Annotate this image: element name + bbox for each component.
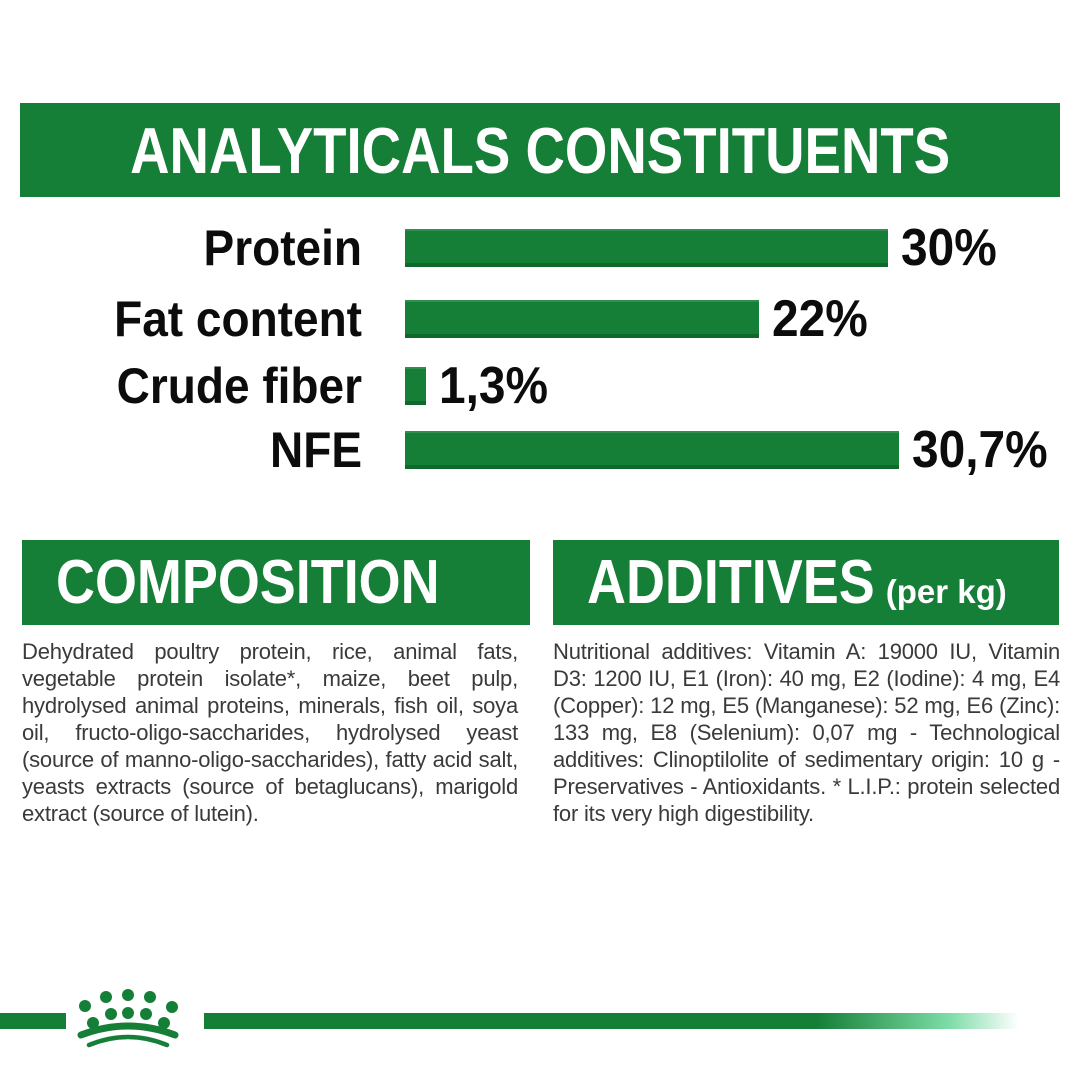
analyticals-header-banner: ANALYTICALS CONSTITUENTS	[20, 103, 1060, 197]
nfe-bar	[405, 431, 899, 469]
royal-canin-crown-icon	[77, 989, 179, 1048]
bar-line: 30,7%	[405, 421, 1059, 479]
bar-line: 1,3%	[405, 357, 558, 415]
composition-paragraph: Dehydrated poultry protein, rice, animal…	[22, 639, 518, 826]
composition-banner-inner: COMPOSITION	[56, 547, 497, 618]
chart-category-label: Protein	[203, 220, 362, 276]
chart-row-crude-fiber: Crude fiber 1,3%	[0, 357, 1080, 415]
chart-value-label: 1,3%	[439, 357, 549, 415]
crude-fiber-bar	[405, 367, 426, 405]
additives-paragraph: Nutritional additives: Vitamin A: 19000 …	[553, 639, 1060, 826]
chart-row-protein: Protein 30%	[0, 219, 1080, 277]
chart-category-label: Fat content	[114, 291, 362, 347]
footer-stripe-right	[204, 1013, 1080, 1029]
chart-value-label: 30%	[901, 219, 997, 277]
bar-line: 30%	[405, 219, 1005, 277]
additives-title: ADDITIVES	[587, 548, 875, 617]
composition-title: COMPOSITION	[56, 548, 440, 617]
chart-value-label: 22%	[772, 290, 868, 348]
bar-line: 22%	[405, 290, 876, 348]
footer-stripe-left	[0, 1013, 66, 1029]
composition-banner: COMPOSITION	[22, 540, 530, 625]
protein-bar	[405, 229, 888, 267]
chart-value-label: 30,7%	[912, 421, 1048, 479]
chart-row-fat: Fat content 22%	[0, 290, 1080, 348]
additives-banner: ADDITIVES (per kg)	[553, 540, 1059, 625]
chart-category-label: NFE	[270, 422, 362, 478]
chart-row-nfe: NFE 30,7%	[0, 421, 1080, 479]
fat-content-bar	[405, 300, 759, 338]
chart-category-label: Crude fiber	[116, 358, 362, 414]
additives-unit-label: (per kg)	[885, 573, 1007, 610]
analyticals-title: ANALYTICALS CONSTITUENTS	[129, 113, 951, 187]
additives-banner-inner: ADDITIVES (per kg)	[587, 547, 1007, 618]
